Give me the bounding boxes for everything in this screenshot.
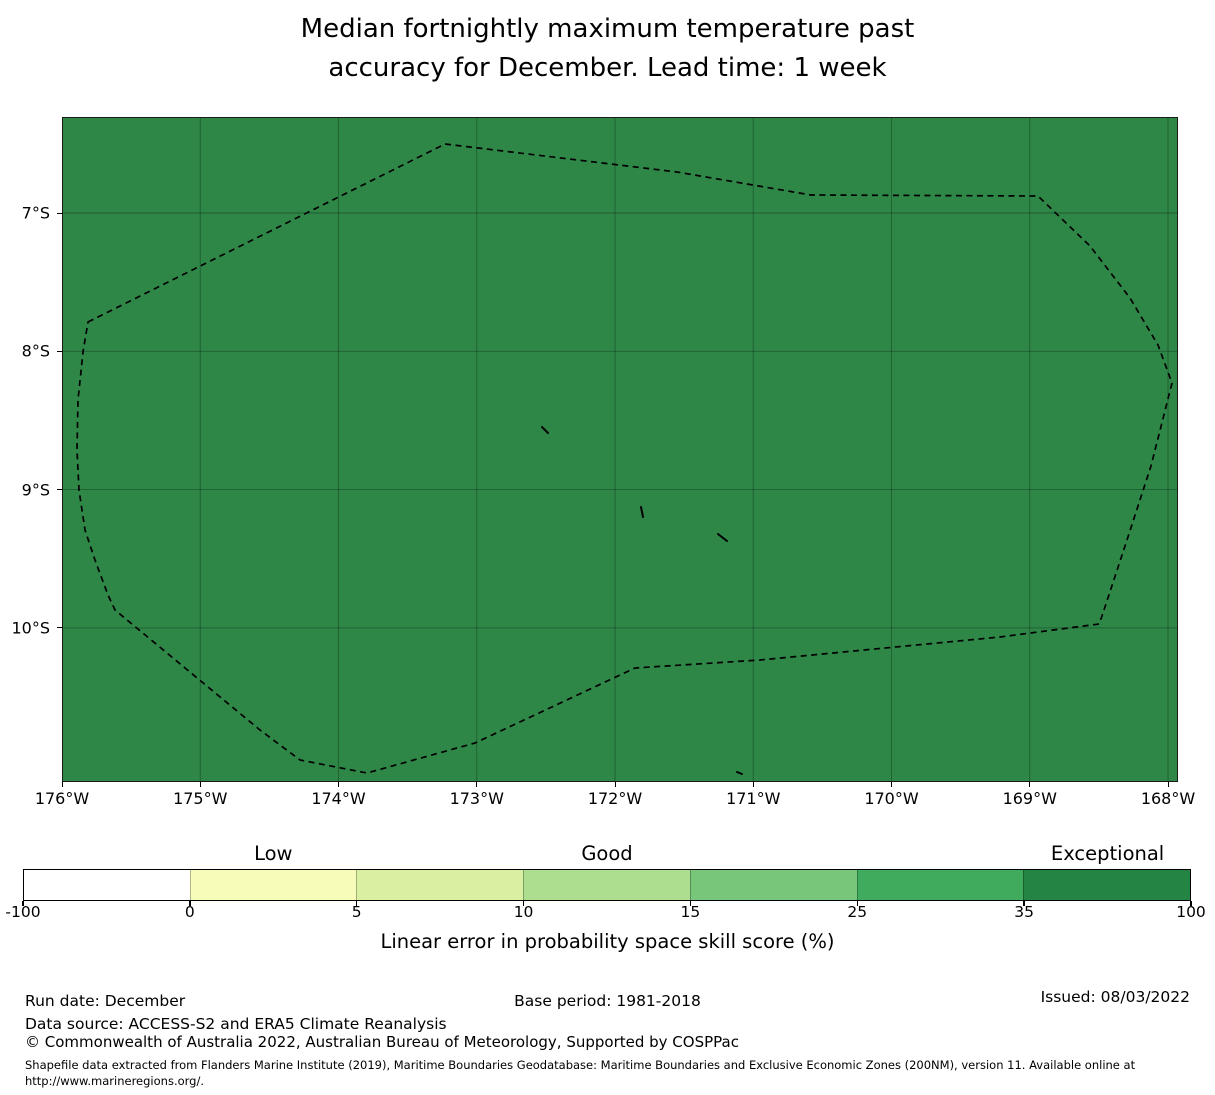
colorbar-tick-label: 5 bbox=[351, 903, 362, 921]
colorbar-bin-25-35 bbox=[856, 870, 1024, 900]
x-tick-label: 176°W bbox=[34, 789, 90, 808]
island-mark bbox=[736, 771, 743, 775]
x-tick-mark bbox=[752, 782, 754, 787]
colorbar-category-exceptional: Exceptional bbox=[1050, 842, 1165, 865]
colorbar-tick-mark bbox=[1023, 901, 1025, 906]
x-tick-label: 168°W bbox=[1140, 789, 1196, 808]
chart-title-line1: Median fortnightly maximum temperature p… bbox=[300, 14, 915, 44]
colorbar bbox=[23, 869, 1191, 901]
colorbar-tick-label: 25 bbox=[847, 903, 868, 921]
colorbar-category-low: Low bbox=[254, 842, 293, 865]
y-tick-mark bbox=[57, 350, 62, 352]
footer-shapefile-note-line2: http://www.marineregions.org/. bbox=[25, 1074, 204, 1088]
y-tick-label: 8°S bbox=[21, 341, 50, 361]
colorbar-category-good: Good bbox=[581, 842, 633, 865]
colorbar-tick-mark bbox=[856, 901, 858, 906]
x-tick-mark bbox=[1167, 782, 1169, 787]
x-tick-mark bbox=[61, 782, 63, 787]
y-tick-label: 7°S bbox=[21, 203, 50, 223]
map-svg bbox=[62, 117, 1178, 782]
colorbar-tick-label: 35 bbox=[1014, 903, 1035, 921]
y-tick-mark bbox=[57, 212, 62, 214]
x-tick-mark bbox=[1029, 782, 1031, 787]
x-tick-label: 169°W bbox=[1002, 789, 1057, 808]
x-tick-label: 175°W bbox=[173, 789, 228, 808]
y-tick-label: 10°S bbox=[11, 618, 50, 638]
footer-shapefile-note-line1: Shapefile data extracted from Flanders M… bbox=[25, 1058, 1136, 1072]
footer-data-source: Data source: ACCESS-S2 and ERA5 Climate … bbox=[25, 1015, 447, 1033]
colorbar-tick-label: -100 bbox=[5, 903, 41, 921]
colorbar-bin-0-5 bbox=[189, 870, 357, 900]
colorbar-axis-label: Linear error in probability space skill … bbox=[380, 930, 835, 953]
y-tick-mark bbox=[57, 489, 62, 491]
island-mark bbox=[717, 533, 728, 542]
footer-copyright: © Commonwealth of Australia 2022, Austra… bbox=[25, 1033, 739, 1051]
colorbar-tick-mark bbox=[522, 901, 525, 906]
colorbar-bin--100-0 bbox=[24, 870, 190, 900]
colorbar-tick-label: 10 bbox=[513, 903, 534, 921]
colorbar-tick-label: 0 bbox=[184, 903, 195, 921]
x-tick-label: 174°W bbox=[311, 789, 366, 808]
footer-base-period: Base period: 1981-2018 bbox=[514, 992, 701, 1010]
footer-issued: Issued: 08/03/2022 bbox=[1040, 988, 1190, 1006]
x-tick-mark bbox=[891, 782, 892, 787]
x-tick-label: 173°W bbox=[449, 789, 504, 808]
colorbar-tick-mark bbox=[356, 901, 358, 906]
island-mark bbox=[640, 506, 644, 518]
y-tick-mark bbox=[57, 627, 62, 629]
island-mark bbox=[541, 426, 549, 434]
colorbar-bin-35-100 bbox=[1023, 870, 1191, 900]
x-tick-label: 172°W bbox=[587, 789, 643, 808]
footer-run-date: Run date: December bbox=[25, 992, 186, 1010]
colorbar-tick-mark bbox=[189, 901, 191, 906]
y-tick-label: 9°S bbox=[21, 480, 50, 500]
colorbar-bin-10-15 bbox=[523, 870, 690, 900]
x-tick-mark bbox=[614, 782, 616, 787]
chart-title-line2: accuracy for December. Lead time: 1 week bbox=[328, 53, 887, 83]
colorbar-tick-mark bbox=[22, 901, 24, 906]
eez-boundary-dashed-outline bbox=[76, 143, 1173, 774]
colorbar-tick-label: 100 bbox=[1176, 903, 1206, 921]
colorbar-bin-5-10 bbox=[356, 870, 524, 900]
x-tick-mark bbox=[476, 782, 478, 787]
map-border bbox=[62, 117, 1178, 782]
map-ocean-fill bbox=[62, 117, 1178, 782]
colorbar-tick-mark bbox=[1190, 901, 1192, 906]
x-tick-mark bbox=[199, 782, 201, 787]
x-tick-mark bbox=[338, 782, 339, 787]
colorbar-tick-label: 15 bbox=[680, 903, 701, 921]
x-tick-label: 170°W bbox=[864, 789, 919, 808]
x-tick-label: 171°W bbox=[726, 789, 781, 808]
colorbar-tick-mark bbox=[689, 901, 692, 906]
colorbar-bin-15-25 bbox=[689, 870, 857, 900]
